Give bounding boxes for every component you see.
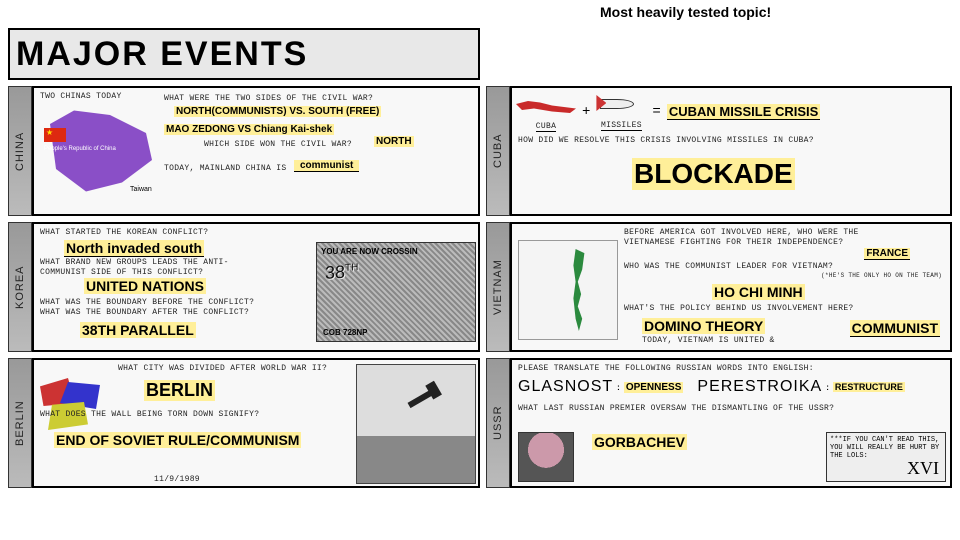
korea-q2a: WHAT BRAND NEW GROUPS LEADS THE ANTI- — [40, 258, 229, 267]
china-a2: MAO ZEDONG VS Chiang Kai-shek — [164, 124, 334, 135]
cuba-a1: CUBAN MISSILE CRISIS — [667, 104, 821, 120]
vietnam-tab: VIETNAM — [486, 222, 510, 352]
glasnost-word: GLASNOST — [518, 378, 613, 396]
top-note: Most heavily tested topic! — [600, 4, 771, 20]
vn-q4: TODAY, VIETNAM IS UNITED & — [642, 336, 775, 345]
missiles-label: MISSILES — [601, 121, 642, 131]
left-column: MAJOR EVENTS CHINA TWO CHINAS TODAY WHAT… — [8, 28, 480, 508]
china-panel: TWO CHINAS TODAY WHAT WERE THE TWO SIDES… — [32, 86, 480, 216]
vn-a2: HO CHI MINH — [712, 284, 805, 300]
china-map-label: People's Republic of China — [44, 146, 116, 152]
cuba-a2: BLOCKADE — [632, 158, 795, 190]
plus-icon: + — [582, 104, 590, 120]
berlin-tab: BERLIN — [8, 358, 32, 488]
korea-row: KOREA WHAT STARTED THE KOREAN CONFLICT? … — [8, 222, 480, 352]
photo-th: TH — [345, 262, 358, 274]
berlin-date: 11/9/1989 — [154, 475, 200, 484]
korea-a2: UNITED NATIONS — [84, 278, 206, 294]
perestroika-word: PERESTROIKA — [697, 378, 822, 396]
cuba-equation: CUBA + MISSILES = CUBAN MISSILE CRISIS — [516, 92, 820, 132]
vn-q1a: BEFORE AMERICA GOT INVOLVED HERE, WHO WE… — [624, 228, 859, 237]
korea-a1: North invaded south — [64, 240, 204, 257]
ussr-row: USSR PLEASE TRANSLATE THE FOLLOWING RUSS… — [486, 358, 952, 488]
vn-a3: DOMINO THEORY — [642, 318, 765, 334]
berlin-a2: END OF SOVIET RULE/COMMUNISM — [54, 432, 301, 448]
cuba-row: CUBA CUBA + MISSILES = CUBAN MISSILE CRI… — [486, 86, 952, 216]
perestroika-answer: RESTRUCTURE — [833, 382, 905, 392]
photo-38-number: 38 — [325, 262, 345, 283]
cuba-label: CUBA — [536, 122, 556, 132]
gorbachev-photo — [518, 432, 574, 482]
right-column: CUBA CUBA + MISSILES = CUBAN MISSILE CRI… — [480, 28, 952, 508]
photo-caption-bottom: COB 728NP — [323, 328, 367, 337]
xvi-hint-text: ***IF YOU CAN'T READ THIS, YOU WILL REAL… — [830, 436, 939, 460]
glasnost-answer: OPENNESS — [624, 382, 684, 393]
vn-q1b: VIETNAMESE FIGHTING FOR THEIR INDEPENDEN… — [624, 238, 843, 247]
china-q3: TODAY, MAINLAND CHINA IS — [164, 164, 286, 173]
vietnam-map — [518, 240, 618, 340]
header-title: MAJOR EVENTS — [16, 35, 308, 74]
korea-panel: WHAT STARTED THE KOREAN CONFLICT? North … — [32, 222, 480, 352]
ussr-panel: PLEASE TRANSLATE THE FOLLOWING RUSSIAN W… — [510, 358, 952, 488]
korea-tab: KOREA — [8, 222, 32, 352]
vn-a1: FRANCE — [864, 248, 910, 260]
cuba-q2: HOW DID WE RESOLVE THIS CRISIS INVOLVING… — [518, 136, 814, 145]
berlin-q1: WHAT CITY WAS DIVIDED AFTER WORLD WAR II… — [118, 364, 327, 373]
equals-icon: = — [652, 104, 660, 120]
korea-q3: WHAT WAS THE BOUNDARY BEFORE THE CONFLIC… — [40, 298, 254, 307]
berlin-map — [40, 378, 110, 433]
taiwan-label: Taiwan — [130, 186, 152, 193]
korea-q2b: COMMUNIST SIDE OF THIS CONFLICT? — [40, 268, 203, 277]
korea-a3: 38TH PARALLEL — [80, 322, 196, 338]
vn-q2: WHO WAS THE COMMUNIST LEADER FOR VIETNAM… — [624, 262, 833, 271]
ussr-q1: PLEASE TRANSLATE THE FOLLOWING RUSSIAN W… — [518, 364, 814, 373]
cuba-panel: CUBA + MISSILES = CUBAN MISSILE CRISIS H… — [510, 86, 952, 216]
berlin-row: BERLIN WHAT CITY WAS DIVIDED AFTER WORLD… — [8, 358, 480, 488]
korea-q1: WHAT STARTED THE KOREAN CONFLICT? — [40, 228, 208, 237]
missile-icon — [596, 93, 646, 121]
china-a1: NORTH(COMMUNISTS) VS. SOUTH (FREE) — [174, 106, 381, 117]
wall-photo — [356, 364, 476, 484]
vn-hint2: (*HE'S THE ONLY HO ON THE TEAM) — [821, 272, 942, 279]
berlin-panel: WHAT CITY WAS DIVIDED AFTER WORLD WAR II… — [32, 358, 480, 488]
photo-caption-top: YOU ARE NOW CROSSIN — [321, 247, 418, 256]
parallel-photo: YOU ARE NOW CROSSIN 38TH COB 728NP — [316, 242, 476, 342]
berlin-q2: WHAT DOES THE WALL BEING TORN DOWN SIGNI… — [40, 410, 259, 419]
xvi-hint-box: ***IF YOU CAN'T READ THIS, YOU WILL REAL… — [826, 432, 946, 482]
vn-a4: COMMUNIST — [850, 320, 940, 337]
china-subtitle: TWO CHINAS TODAY — [40, 92, 122, 101]
cuba-tab: CUBA — [486, 86, 510, 216]
vn-q3: WHAT'S THE POLICY BEHIND US INVOLVEMENT … — [624, 304, 854, 313]
worksheet: MAJOR EVENTS CHINA TWO CHINAS TODAY WHAT… — [8, 28, 952, 508]
header: MAJOR EVENTS — [8, 28, 480, 80]
china-q1: WHAT WERE THE TWO SIDES OF THE CIVIL WAR… — [164, 94, 373, 103]
vietnam-panel: BEFORE AMERICA GOT INVOLVED HERE, WHO WE… — [510, 222, 952, 352]
xvi-numeral: XVI — [907, 458, 939, 479]
china-row: CHINA TWO CHINAS TODAY WHAT WERE THE TWO… — [8, 86, 480, 216]
hammer-icon — [408, 388, 437, 408]
vietnam-row: VIETNAM BEFORE AMERICA GOT INVOLVED HERE… — [486, 222, 952, 352]
cuba-map-icon — [516, 92, 576, 122]
ussr-q2: WHAT LAST RUSSIAN PREMIER OVERSAW THE DI… — [518, 404, 834, 413]
china-flag-icon — [44, 128, 66, 142]
ussr-a2: GORBACHEV — [592, 434, 687, 450]
china-a3: NORTH — [374, 136, 414, 147]
ussr-tab: USSR — [486, 358, 510, 488]
china-tab: CHINA — [8, 86, 32, 216]
china-q2: WHICH SIDE WON THE CIVIL WAR? — [204, 140, 352, 149]
china-a4: communist — [294, 160, 359, 172]
korea-q4: WHAT WAS THE BOUNDARY AFTER THE CONFLICT… — [40, 308, 249, 317]
berlin-a1: BERLIN — [144, 380, 215, 401]
